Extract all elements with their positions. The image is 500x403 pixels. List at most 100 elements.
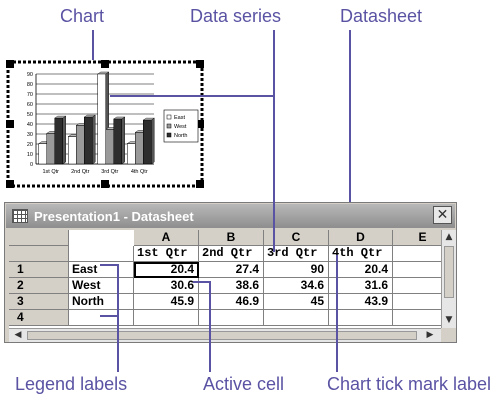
empty-cell[interactable] xyxy=(393,262,441,278)
size-grip-icon[interactable] xyxy=(441,328,455,341)
y-tick-label: 60 xyxy=(27,102,33,108)
selection-handle xyxy=(6,180,14,188)
empty-cell[interactable] xyxy=(393,310,441,326)
corner-cell[interactable] xyxy=(9,230,69,246)
data-cell[interactable]: 31.6 xyxy=(329,278,393,294)
data-cell[interactable]: 20.4 xyxy=(329,262,393,278)
bar-east xyxy=(68,136,77,165)
selection-handle xyxy=(6,120,14,128)
row-header-3[interactable]: 3 xyxy=(9,294,69,310)
bar-east xyxy=(97,73,106,165)
legend-entry: West xyxy=(174,124,187,130)
selection-handle xyxy=(196,180,204,188)
legend-swatch xyxy=(166,123,172,129)
bar-north xyxy=(54,117,63,165)
column-header-b[interactable]: B xyxy=(199,230,264,246)
column-header-d[interactable]: D xyxy=(329,230,393,246)
x-tick-label: 3rd Qtr xyxy=(101,169,118,175)
series-name-cell[interactable]: North xyxy=(69,294,134,310)
x-tick-label: 4th Qtr xyxy=(131,169,148,175)
empty-cell[interactable] xyxy=(393,278,441,294)
bar-east xyxy=(127,143,136,165)
column-header-c[interactable]: C xyxy=(264,230,329,246)
row-header-1[interactable]: 1 xyxy=(9,262,69,278)
data-cell[interactable]: 43.9 xyxy=(329,294,393,310)
scroll-left-icon[interactable]: ◀ xyxy=(14,330,22,340)
y-tick-label: 0 xyxy=(30,162,33,168)
data-cell[interactable]: 38.6 xyxy=(199,278,264,294)
callout-chart-tick-mark-label: Chart tick mark label xyxy=(327,374,492,394)
data-cell[interactable]: 27.4 xyxy=(199,262,264,278)
data-cell[interactable]: 45.9 xyxy=(134,294,199,310)
title-bar[interactable]: Presentation1 - Datasheet ✕ xyxy=(6,204,455,228)
empty-cell[interactable] xyxy=(393,246,441,262)
x-tick-label: 1st Qtr xyxy=(42,169,59,175)
row-header-2[interactable]: 2 xyxy=(9,278,69,294)
empty-cell[interactable] xyxy=(329,310,393,326)
embedded-chart[interactable]: 0 10 20 30 40 50 60 70 80 90 1st Qtr 2nd Qtr 3rd Qtr… xyxy=(6,60,204,188)
data-cell[interactable]: 30.6 xyxy=(134,278,199,294)
datasheet-icon xyxy=(12,209,28,223)
bar-north xyxy=(113,118,122,165)
callout-active-cell: Active cell xyxy=(203,374,285,394)
y-tick-label: 70 xyxy=(27,92,33,98)
datasheet-window: Presentation1 - Datasheet ✕ A B C D E 1st Qtr… xyxy=(4,202,457,343)
legend-swatch xyxy=(166,132,172,138)
corner-cell-2[interactable] xyxy=(9,246,69,262)
callout-datasheet: Datasheet xyxy=(340,6,423,26)
window-title: Presentation1 - Datasheet xyxy=(34,208,194,224)
scroll-up-icon[interactable]: ▲ xyxy=(445,232,453,242)
bar-north xyxy=(143,119,152,165)
y-tick-label: 40 xyxy=(27,122,33,128)
bar-west xyxy=(135,132,144,165)
bar-north xyxy=(84,116,93,165)
legend-entry: East xyxy=(174,115,185,121)
legend-entry: North xyxy=(174,133,187,139)
scroll-thumb[interactable] xyxy=(444,246,454,298)
empty-cell[interactable] xyxy=(393,294,441,310)
horizontal-scrollbar[interactable]: ◀ ▶ xyxy=(9,328,441,342)
hscroll-thumb[interactable] xyxy=(27,331,417,340)
category-label-cell[interactable]: 4th Qtr xyxy=(329,246,393,262)
x-tick-label: 2nd Qtr xyxy=(71,169,90,175)
datasheet-grid: A B C D E 1st Qtr 2nd Qtr 3rd Qtr 4th Qtr 1 East 20… xyxy=(9,230,441,328)
y-tick-label: 80 xyxy=(27,82,33,88)
callout-data-series: Data series xyxy=(190,6,282,26)
data-cell[interactable]: 46.9 xyxy=(199,294,264,310)
row-header-4[interactable]: 4 xyxy=(9,310,69,326)
blank-cell[interactable] xyxy=(69,246,134,262)
callout-legend-labels: Legend labels xyxy=(15,374,128,394)
legend-swatch xyxy=(166,114,172,120)
data-cell[interactable]: 34.6 xyxy=(264,278,329,294)
column-header-e[interactable]: E xyxy=(393,230,441,246)
scroll-right-icon[interactable]: ▶ xyxy=(426,330,434,340)
bar-east xyxy=(38,143,47,165)
y-tick-label: 10 xyxy=(27,152,33,158)
series-name-cell[interactable]: West xyxy=(69,278,134,294)
active-cell[interactable]: 20.4 xyxy=(134,262,199,278)
bar-west xyxy=(76,125,85,165)
category-label-cell[interactable]: 2nd Qtr xyxy=(199,246,264,262)
empty-cell[interactable] xyxy=(264,310,329,326)
close-icon: ✕ xyxy=(436,207,449,223)
series-name-cell[interactable]: East xyxy=(69,262,134,278)
bar-side xyxy=(121,116,125,165)
y-tick-label: 50 xyxy=(27,112,33,118)
empty-cell[interactable] xyxy=(199,310,264,326)
category-label-cell[interactable]: 3rd Qtr xyxy=(264,246,329,262)
bar-west xyxy=(46,133,55,165)
data-cell[interactable]: 90 xyxy=(264,262,329,278)
callout-chart: Chart xyxy=(60,6,105,26)
empty-cell[interactable] xyxy=(134,310,199,326)
selection-handle xyxy=(101,180,109,188)
column-header-a[interactable]: A xyxy=(134,230,199,246)
close-button[interactable]: ✕ xyxy=(433,206,452,224)
scroll-down-icon[interactable]: ▼ xyxy=(445,315,453,325)
category-label-cell[interactable]: 1st Qtr xyxy=(134,246,199,262)
vertical-scrollbar[interactable]: ▲ ▼ xyxy=(441,230,456,328)
selection-handle xyxy=(101,60,109,68)
empty-cell[interactable] xyxy=(69,310,134,326)
selection-handle xyxy=(6,60,14,68)
data-cell[interactable]: 45 xyxy=(264,294,329,310)
y-tick-label: 20 xyxy=(27,142,33,148)
